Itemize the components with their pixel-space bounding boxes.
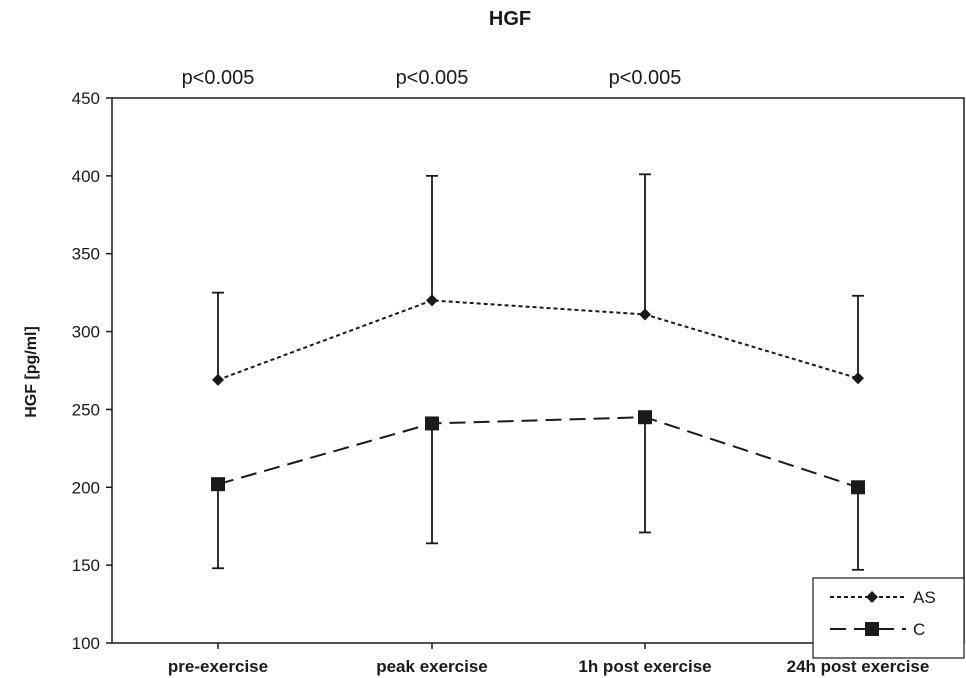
data-point-c: [425, 416, 439, 431]
y-tick-label: 400: [72, 167, 100, 186]
data-point-as: [426, 294, 438, 307]
y-tick-label: 300: [72, 323, 100, 342]
plot-area-frame: [111, 97, 965, 644]
data-point-as: [212, 373, 224, 386]
legend-label-c: C: [913, 620, 925, 639]
legend-box: [812, 577, 965, 659]
data-point-c: [851, 480, 865, 495]
legend-marker-c: [865, 622, 879, 636]
error-bars: [212, 173, 864, 571]
x-category-label: peak exercise: [376, 657, 488, 676]
legend: AS C: [812, 577, 965, 659]
data-point-as: [639, 308, 651, 321]
significance-annotations: p<0.005 p<0.005 p<0.005: [182, 67, 682, 89]
y-tick-label: 450: [72, 89, 100, 108]
series-line-c: [217, 416, 859, 489]
series-line-as: [217, 299, 859, 381]
series-lines: [217, 299, 859, 489]
y-tick-label: 250: [72, 400, 100, 419]
y-axis-ticks: 100 150 200 250 300 350 400 450: [72, 89, 112, 653]
legend-label-as: AS: [913, 588, 936, 607]
legend-marker-as: [866, 591, 878, 603]
chart-title: HGF: [489, 8, 531, 30]
y-tick-label: 350: [72, 245, 100, 264]
y-tick-label: 150: [72, 556, 100, 575]
x-category-label: pre-exercise: [168, 657, 268, 676]
y-axis-label: HGF [pg/ml]: [23, 326, 40, 418]
series-markers: [211, 294, 865, 495]
x-category-label: 24h post exercise: [787, 657, 930, 676]
p-value-annotation: p<0.005: [182, 67, 255, 89]
y-tick-label: 200: [72, 478, 100, 497]
y-tick-label: 100: [72, 634, 100, 653]
data-point-c: [638, 410, 652, 425]
p-value-annotation: p<0.005: [396, 67, 469, 89]
data-point-as: [852, 372, 864, 385]
data-point-c: [211, 477, 225, 492]
x-category-label: 1h post exercise: [578, 657, 711, 676]
x-axis-categories: pre-exercise peak exercise 1h post exercis…: [168, 643, 929, 676]
p-value-annotation: p<0.005: [609, 67, 682, 89]
